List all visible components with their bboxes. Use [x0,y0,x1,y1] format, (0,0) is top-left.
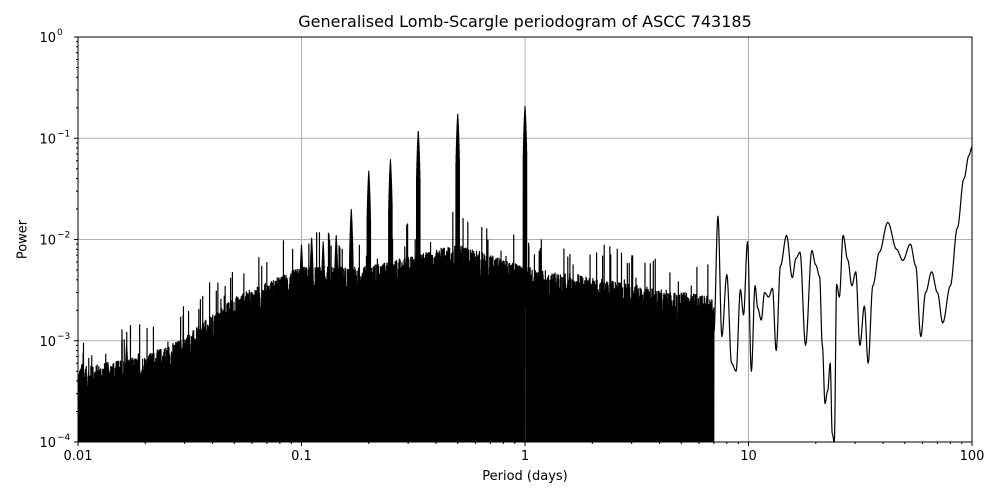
x-tick-label: 0.01 [64,449,93,464]
chart-title: Generalised Lomb-Scargle periodogram of … [298,12,752,31]
y-tick-label: 10 [39,31,56,46]
y-tick-label: 10 [39,132,56,147]
y-tick-exponent: −4 [57,433,71,443]
y-tick-label: 10 [39,436,56,451]
y-axis-label: Power [15,219,31,260]
y-tick-exponent: 0 [57,28,63,38]
y-tick-label: 10 [39,335,56,350]
x-tick-label: 0.1 [291,449,312,464]
x-tick-label: 100 [960,449,985,464]
x-tick-label: 10 [740,449,757,464]
y-tick-label: 10 [39,234,56,249]
x-tick-label: 1 [521,449,529,464]
y-tick-exponent: −1 [57,129,70,139]
x-axis-label: Period (days) [482,469,568,484]
power-trace [78,106,972,442]
y-tick-exponent: −2 [57,231,70,241]
y-tick-exponent: −3 [57,332,70,342]
